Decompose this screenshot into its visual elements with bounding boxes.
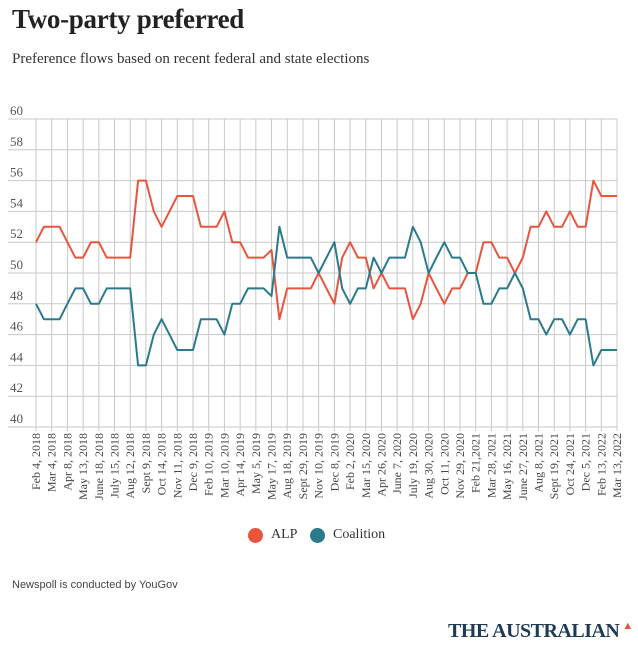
x-tick-label: July 15, 2018 xyxy=(108,433,122,498)
y-tick-label: 44 xyxy=(10,349,24,364)
x-tick-label: Mar 28, 2021 xyxy=(484,433,498,498)
y-tick-label: 42 xyxy=(10,380,23,395)
x-tick-label: Nov 10, 2019 xyxy=(312,433,326,499)
x-tick-label: Nov 11, 2018 xyxy=(170,433,184,498)
x-tick-label: June 18, 2018 xyxy=(92,433,106,500)
x-tick-label: Aug 18, 2019 xyxy=(280,433,294,499)
x-tick-label: Sept 19, 2021 xyxy=(547,433,561,499)
x-tick-label: Apr 8, 2018 xyxy=(60,433,74,491)
x-tick-label: Oct 11, 2020 xyxy=(437,433,451,495)
x-tick-label: June 27, 2021 xyxy=(516,433,530,500)
y-tick-label: 50 xyxy=(10,257,23,272)
y-tick-label: 56 xyxy=(10,165,24,180)
y-tick-label: 52 xyxy=(10,226,23,241)
australia-map-icon: ▲ xyxy=(622,620,633,632)
x-tick-label: May 5, 2019 xyxy=(249,433,263,494)
the-australian-logo[interactable]: THE AUSTRALIAN ▲ xyxy=(448,620,633,643)
series-line-alp xyxy=(35,179,617,321)
x-tick-label: Dec 8, 2019 xyxy=(327,433,341,491)
x-tick-label: Mar 10, 2019 xyxy=(217,433,231,498)
y-tick-label: 58 xyxy=(10,134,23,149)
x-tick-label: Sept 29, 2019 xyxy=(296,433,310,499)
legend-label-alp: ALP xyxy=(271,527,298,542)
legend-marker-alp xyxy=(248,527,263,543)
x-tick-label: Feb 21,2021 xyxy=(469,433,483,493)
footnote: Newspoll is conducted by YouGov xyxy=(12,579,178,591)
chart-title: Two-party preferred xyxy=(12,4,244,34)
x-tick-label: Feb 4, 2018 xyxy=(29,433,43,490)
legend-item-alp[interactable]: ALP xyxy=(248,527,297,543)
chart-subtitle: Preference flows based on recent federal… xyxy=(12,51,370,67)
legend-marker-coalition xyxy=(310,527,325,543)
x-tick-label: Mar 13, 2022 xyxy=(610,433,624,498)
x-tick-label: May 13, 2018 xyxy=(76,433,90,500)
x-tick-label: May 17, 2019 xyxy=(265,433,279,500)
x-tick-label: Apr 26, 2020 xyxy=(374,433,388,497)
x-tick-label: Mar 15, 2020 xyxy=(359,433,373,498)
legend-item-coalition[interactable]: Coalition xyxy=(310,527,385,543)
x-tick-label: Aug 8, 2021 xyxy=(531,433,545,493)
line-chart: 40 42 44 46 48 50 52 54 56 58 60 Feb 4, 2018 Mar 4, … xyxy=(8,103,624,500)
x-tick-label: Aug 30, 2020 xyxy=(422,433,436,499)
y-tick-label: 54 xyxy=(10,195,24,210)
x-tick-label: Feb 10, 2019 xyxy=(202,433,216,496)
x-tick-label: Oct 24, 2021 xyxy=(563,433,577,495)
y-tick-label: 40 xyxy=(10,411,23,426)
series-line-coalition xyxy=(35,225,617,367)
x-tick-label: Mar 4, 2018 xyxy=(45,433,59,492)
x-tick-label: Feb 13, 2022 xyxy=(594,433,608,496)
y-tick-label: 60 xyxy=(10,103,23,118)
x-tick-label: June 7, 2020 xyxy=(390,433,404,494)
x-tick-label: Dec 5, 2021 xyxy=(579,433,593,491)
y-tick-label: 46 xyxy=(10,319,24,334)
x-tick-label: Apr 14, 2019 xyxy=(233,433,247,497)
y-tick-label: 48 xyxy=(10,288,23,303)
x-tick-label: Oct 14, 2018 xyxy=(155,433,169,495)
x-tick-label: Aug 12, 2018 xyxy=(123,433,137,499)
x-tick-label: Feb 2, 2020 xyxy=(343,433,357,490)
x-tick-label: May 16, 2021 xyxy=(500,433,514,500)
x-tick-label: Dec 9, 2018 xyxy=(186,433,200,491)
x-tick-label: Sept 9, 2018 xyxy=(139,433,153,493)
x-tick-label: July 19, 2020 xyxy=(406,433,420,498)
logo-text: THE AUSTRALIAN xyxy=(448,620,620,642)
legend-label-coalition: Coalition xyxy=(333,527,386,542)
x-tick-label: Nov 29, 2020 xyxy=(453,433,467,499)
